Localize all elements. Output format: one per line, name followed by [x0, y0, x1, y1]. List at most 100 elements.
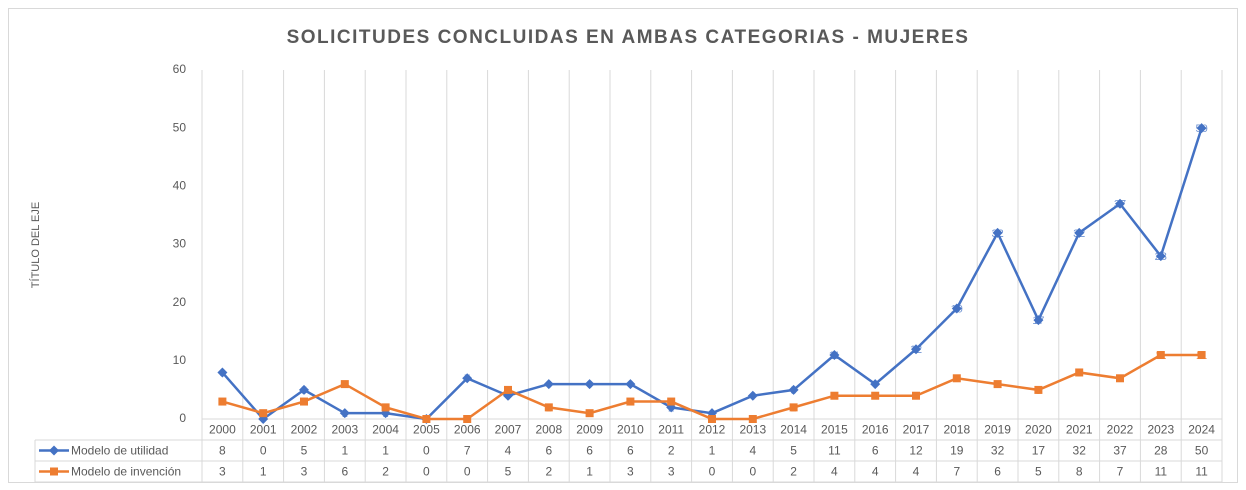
marker	[748, 415, 757, 423]
marker	[829, 350, 840, 361]
x-tick-label: 2019	[984, 423, 1011, 437]
marker	[1074, 227, 1085, 238]
data-label: 4	[831, 391, 837, 403]
legend-label: Modelo de invención	[71, 465, 181, 479]
marker	[992, 227, 1003, 238]
x-tick-label: 2009	[576, 423, 603, 437]
x-tick-label: 2022	[1107, 423, 1134, 437]
marker	[463, 415, 472, 423]
table-value: 1	[382, 444, 389, 458]
x-tick-label: 2016	[862, 423, 889, 437]
data-label: 0	[464, 414, 470, 426]
x-tick-label: 2023	[1147, 423, 1174, 437]
x-tick-label: 2020	[1025, 423, 1052, 437]
legend-marker	[49, 445, 59, 456]
marker	[339, 408, 350, 419]
data-label: 6	[342, 379, 348, 391]
marker	[626, 397, 635, 406]
table-value: 12	[909, 444, 923, 458]
table-value: 8	[219, 444, 226, 458]
table-value: 0	[709, 465, 716, 479]
x-tick-label: 2004	[372, 423, 399, 437]
data-label: 12	[910, 344, 922, 356]
data-label: 4	[750, 391, 756, 403]
x-tick-label: 2014	[780, 423, 807, 437]
data-label: 5	[791, 385, 797, 397]
data-label: 11	[1196, 350, 1207, 362]
legend-marker	[50, 467, 58, 476]
marker	[1155, 251, 1166, 262]
data-label: 3	[668, 396, 674, 408]
chart-frame	[8, 8, 1238, 483]
data-label: 4	[872, 391, 878, 403]
y-tick-label: 20	[173, 295, 187, 309]
marker	[912, 391, 920, 400]
marker	[747, 390, 758, 401]
marker	[1197, 351, 1206, 360]
marker	[952, 374, 961, 383]
table-value: 28	[1154, 444, 1168, 458]
table-value: 1	[260, 465, 267, 479]
chart-title: SOLICITUDES CONCLUIDAS EN AMBAS CATEGORI…	[287, 27, 970, 48]
table-value: 3	[627, 465, 634, 479]
data-label: 7	[1117, 373, 1123, 385]
marker	[871, 391, 880, 400]
table-value: 0	[464, 465, 471, 479]
marker	[217, 367, 228, 378]
data-label: 8	[1076, 367, 1082, 379]
marker	[788, 384, 799, 395]
marker	[1116, 374, 1124, 383]
table-value: 3	[219, 465, 226, 479]
marker	[911, 344, 921, 355]
x-tick-label: 2015	[821, 423, 848, 437]
data-label: 5	[1035, 385, 1041, 397]
data-label: 2	[383, 402, 389, 414]
marker	[381, 403, 390, 412]
table-value: 8	[1076, 465, 1083, 479]
table-value: 7	[1117, 465, 1124, 479]
table-value: 17	[1032, 444, 1046, 458]
x-tick-label: 2000	[209, 423, 236, 437]
data-label: 0	[709, 414, 715, 426]
x-tick-label: 2013	[739, 423, 766, 437]
data-label: 3	[219, 396, 225, 408]
marker	[625, 379, 636, 390]
table-value: 4	[831, 465, 838, 479]
table-value: 5	[790, 444, 797, 458]
x-tick-label: 2002	[291, 423, 318, 437]
data-label: 17	[1032, 315, 1044, 327]
marker	[299, 384, 309, 395]
data-label: 37	[1114, 199, 1126, 211]
table-value: 32	[1073, 444, 1087, 458]
marker	[543, 379, 554, 390]
data-label: 6	[627, 379, 633, 391]
x-tick-label: 2017	[903, 423, 930, 437]
data-label: 7	[464, 373, 470, 385]
data-label: 6	[587, 379, 593, 391]
marker	[1075, 368, 1084, 377]
table-value: 6	[586, 444, 593, 458]
data-label: 19	[951, 303, 963, 315]
data-label: 1	[709, 408, 715, 420]
legend-label: Modelo de utilidad	[71, 444, 168, 458]
marker	[422, 415, 431, 423]
data-label: 0	[260, 414, 266, 426]
y-axis-label: TÍTULO DEL EJE	[29, 202, 42, 288]
data-label: 5	[505, 385, 511, 397]
table-value: 1	[586, 465, 593, 479]
table-value: 7	[953, 465, 960, 479]
data-label: 0	[423, 414, 429, 426]
marker	[462, 373, 473, 384]
y-tick-label: 0	[179, 411, 186, 425]
y-tick-label: 50	[173, 120, 187, 134]
x-tick-label: 2018	[943, 423, 970, 437]
table-value: 0	[260, 444, 267, 458]
marker	[504, 385, 512, 394]
data-label: 8	[219, 367, 225, 379]
x-tick-label: 2008	[535, 423, 562, 437]
marker	[1033, 315, 1044, 326]
y-tick-label: 10	[173, 353, 187, 367]
marker	[1115, 198, 1125, 209]
marker	[218, 397, 227, 406]
data-label: 1	[260, 408, 266, 420]
